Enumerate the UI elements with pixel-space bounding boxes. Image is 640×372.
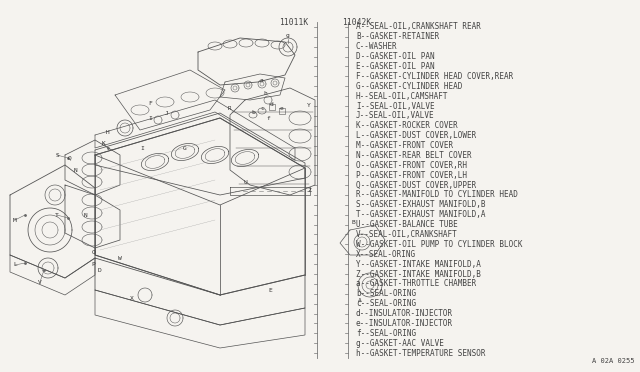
Text: 11042K: 11042K	[342, 18, 371, 27]
Text: A--SEAL-OIL,CRANKSHAFT REAR: A--SEAL-OIL,CRANKSHAFT REAR	[356, 22, 481, 32]
Text: R: R	[228, 106, 232, 110]
Text: B--GASKET-RETAINER: B--GASKET-RETAINER	[356, 32, 439, 41]
Text: J--SEAL-OIL,VALVE: J--SEAL-OIL,VALVE	[356, 111, 435, 121]
Text: K--GASKET-ROCKER COVER: K--GASKET-ROCKER COVER	[356, 121, 458, 130]
Text: h--GASKET-TEMPERATURE SENSOR: h--GASKET-TEMPERATURE SENSOR	[356, 349, 486, 357]
Text: e--INSULATOR-INJECTOR: e--INSULATOR-INJECTOR	[356, 319, 453, 328]
Text: U--GASKET-BALANCE TUBE: U--GASKET-BALANCE TUBE	[356, 220, 458, 229]
Text: 11011K: 11011K	[279, 18, 308, 27]
Text: U: U	[243, 180, 247, 185]
Text: d: d	[270, 102, 274, 106]
Text: E: E	[268, 288, 272, 292]
Text: T--GASKET-EXHAUST MANIFOLD,A: T--GASKET-EXHAUST MANIFOLD,A	[356, 210, 486, 219]
Text: I: I	[148, 115, 152, 121]
Text: Z--GASKET-INTAKE MANIFOLD,B: Z--GASKET-INTAKE MANIFOLD,B	[356, 269, 481, 279]
Text: L: L	[13, 263, 17, 267]
Text: e: e	[280, 106, 284, 110]
Text: N: N	[73, 167, 77, 173]
Text: S: S	[55, 153, 59, 157]
Text: F: F	[148, 100, 152, 106]
Text: C--WASHER: C--WASHER	[356, 42, 397, 51]
Text: f: f	[266, 115, 270, 121]
Text: X--SEAL-ORING: X--SEAL-ORING	[356, 250, 416, 259]
Text: P--GASKET-FRONT COVER,LH: P--GASKET-FRONT COVER,LH	[356, 171, 467, 180]
Text: a--GASKET-THROTTLE CHAMBER: a--GASKET-THROTTLE CHAMBER	[356, 279, 476, 288]
Text: h: h	[263, 90, 267, 96]
Text: I: I	[140, 145, 144, 151]
Text: D: D	[98, 267, 102, 273]
Text: W--GASKET-OIL PUMP TO CYLINDER BLOCK: W--GASKET-OIL PUMP TO CYLINDER BLOCK	[356, 240, 522, 249]
Text: E--GASKET-OIL PAN: E--GASKET-OIL PAN	[356, 62, 435, 71]
Text: N--GASKET-REAR BELT COVER: N--GASKET-REAR BELT COVER	[356, 151, 472, 160]
Text: Q--GASKET-DUST COVER,UPPER: Q--GASKET-DUST COVER,UPPER	[356, 180, 476, 190]
Text: L--GASKET-DUST COVER,LOWER: L--GASKET-DUST COVER,LOWER	[356, 131, 476, 140]
Text: N: N	[83, 212, 87, 218]
Text: Z: Z	[307, 187, 311, 192]
Text: D--GASKET-OIL PAN: D--GASKET-OIL PAN	[356, 52, 435, 61]
Text: J: J	[165, 110, 169, 115]
Text: S--GASKET-EXHAUST MANIFOLD,B: S--GASKET-EXHAUST MANIFOLD,B	[356, 201, 486, 209]
Text: Q: Q	[68, 155, 72, 160]
Text: b--SEAL-ORING: b--SEAL-ORING	[356, 289, 416, 298]
Text: A 02A 0255: A 02A 0255	[593, 358, 635, 364]
Text: V--SEAL-OIL,CRANKSHAFT: V--SEAL-OIL,CRANKSHAFT	[356, 230, 458, 239]
Text: g--GASKET-AAC VALVE: g--GASKET-AAC VALVE	[356, 339, 444, 348]
Text: O--GASKET-FRONT COVER,RH: O--GASKET-FRONT COVER,RH	[356, 161, 467, 170]
Text: F--GASKET-CYLINDER HEAD COVER,REAR: F--GASKET-CYLINDER HEAD COVER,REAR	[356, 72, 513, 81]
Text: X: X	[130, 295, 134, 301]
Text: G: G	[183, 145, 187, 151]
Text: H--SEAL-OIL,CAMSHAFT: H--SEAL-OIL,CAMSHAFT	[356, 92, 449, 100]
Text: Y--GASKET-INTAKE MANIFOLD,A: Y--GASKET-INTAKE MANIFOLD,A	[356, 260, 481, 269]
Text: G--GASKET-CYLINDER HEAD: G--GASKET-CYLINDER HEAD	[356, 82, 462, 91]
Text: R--GASKET-MANIFOLD TO CYLINDER HEAD: R--GASKET-MANIFOLD TO CYLINDER HEAD	[356, 190, 518, 199]
Text: g: g	[286, 32, 290, 38]
Text: T: T	[55, 212, 59, 218]
Text: d--INSULATOR-INJECTOR: d--INSULATOR-INJECTOR	[356, 309, 453, 318]
Text: I--SEAL-OIL,VALVE: I--SEAL-OIL,VALVE	[356, 102, 435, 110]
Text: A: A	[358, 298, 362, 302]
Text: M: M	[13, 218, 17, 222]
Text: M--GASKET-FRONT COVER: M--GASKET-FRONT COVER	[356, 141, 453, 150]
Text: P: P	[91, 263, 95, 267]
Text: b: b	[251, 109, 255, 115]
Text: Y: Y	[307, 103, 311, 108]
Text: O: O	[91, 250, 95, 254]
Text: K: K	[101, 141, 105, 145]
Text: W: W	[118, 256, 122, 260]
Text: c: c	[260, 106, 264, 110]
Text: c--SEAL-ORING: c--SEAL-ORING	[356, 299, 416, 308]
Text: H: H	[106, 129, 110, 135]
Text: V: V	[38, 279, 42, 285]
Text: a: a	[260, 77, 264, 83]
Text: B: B	[351, 219, 355, 224]
Text: f--SEAL-ORING: f--SEAL-ORING	[356, 329, 416, 338]
